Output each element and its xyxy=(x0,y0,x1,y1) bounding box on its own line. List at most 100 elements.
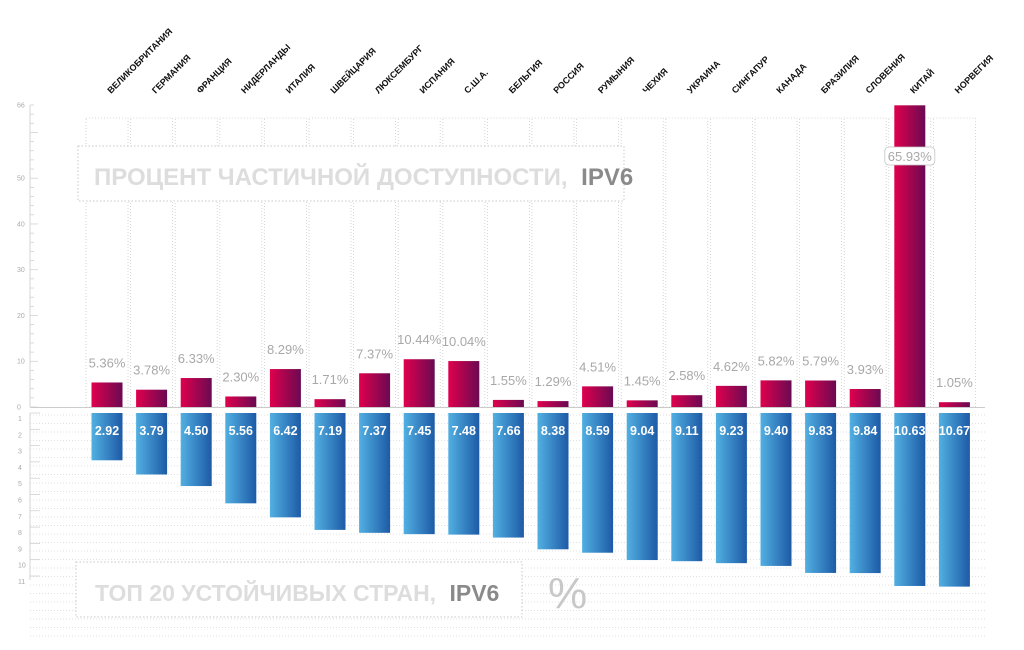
bottom-y-tick-label: 6 xyxy=(18,498,22,505)
bottom-bar-label: 4.50 xyxy=(184,424,208,438)
bottom-bar-label: 9.23 xyxy=(719,424,743,438)
top-bar xyxy=(403,359,435,407)
top-bar-label: 5.36% xyxy=(89,355,126,370)
category-label: ИСПАНИЯ xyxy=(418,56,457,95)
top-bar xyxy=(314,399,346,407)
axis-ticks: 0 10 20 30 40 50 66 1 2 3 4 5 6 7 8 9 10 11 xyxy=(17,103,40,586)
bottom-bar-label: 7.66 xyxy=(496,424,520,438)
category-label: С.Ш.А. xyxy=(462,67,490,95)
top-bar-label: 7.37% xyxy=(356,346,393,361)
top-bar-label: 1.55% xyxy=(490,373,527,388)
bottom-bar-label: 9.84 xyxy=(853,424,877,438)
bottom-bar xyxy=(269,413,301,518)
bottom-y-tick-label: 3 xyxy=(18,449,22,456)
bottom-y-tick-label: 11 xyxy=(18,579,25,586)
top-bar-label: 3.93% xyxy=(847,362,884,377)
percent-sign: % xyxy=(548,569,587,618)
category-label: ИТАЛИЯ xyxy=(284,62,317,95)
top-bar xyxy=(715,385,747,407)
category-label: КИТАЙ xyxy=(907,67,936,96)
bottom-bar xyxy=(582,413,614,553)
category-label: ФРАНЦИЯ xyxy=(195,56,234,95)
svg-text:ТОП 20 УСТОЙЧИВЫХ СТРАН,: ТОП 20 УСТОЙЧИВЫХ СТРАН, IPV6 xyxy=(95,579,499,606)
top-bar-label: 3.78% xyxy=(133,363,170,378)
category-label: БРАЗИЛИЯ xyxy=(819,53,861,95)
top-bar-label: 65.93% xyxy=(888,149,933,164)
top-bar xyxy=(492,399,524,407)
top-bar-label: 2.30% xyxy=(222,369,259,384)
bottom-bar xyxy=(225,413,257,504)
top-y-tick-label: 40 xyxy=(17,221,25,228)
bottom-bar-label: 8.59 xyxy=(585,424,609,438)
bottom-bar xyxy=(448,413,480,535)
bottom-bar-label: 8.38 xyxy=(541,424,565,438)
bottom-bar xyxy=(849,413,881,574)
bottom-bar-label: 10.67 xyxy=(939,424,970,438)
top-bar-label: 8.29% xyxy=(267,342,304,357)
top-bar-label: 1.29% xyxy=(535,374,572,389)
top-bar xyxy=(225,396,257,407)
top-bar xyxy=(938,402,970,407)
bottom-bar xyxy=(938,413,970,587)
top-chart-title-emphasis: IPV6 xyxy=(581,164,633,191)
bottom-bar xyxy=(403,413,435,535)
bottom-bars xyxy=(91,413,970,587)
top-bar xyxy=(136,389,168,407)
category-label: БЕЛЬГИЯ xyxy=(507,58,545,96)
bottom-chart-title-box: ТОП 20 УСТОЙЧИВЫХ СТРАН, IPV6 xyxy=(75,561,523,618)
bottom-bar xyxy=(760,413,792,566)
top-y-tick-label: 20 xyxy=(17,313,25,320)
top-chart-title-box: ПРОЦЕНТ ЧАСТИЧНОЙ ДОСТУПНОСТИ, IPV6 xyxy=(77,145,633,202)
bottom-bar xyxy=(180,413,212,487)
bottom-bar-label: 10.63 xyxy=(894,424,925,438)
bottom-chart-title: ТОП 20 УСТОЙЧИВЫХ СТРАН, xyxy=(95,579,436,606)
bottom-bar xyxy=(894,413,926,586)
bottom-bar-label: 7.19 xyxy=(318,424,342,438)
bottom-bar xyxy=(626,413,658,561)
category-label: СЛОВЕНИЯ xyxy=(864,52,908,96)
top-y-tick-label: 66 xyxy=(17,103,25,110)
top-y-tick-label: 0 xyxy=(17,405,21,412)
top-bar xyxy=(537,401,569,407)
top-bar-label: 5.82% xyxy=(758,353,795,368)
bottom-y-tick-label: 10 xyxy=(18,563,26,570)
category-label: ГЕРМАНИЯ xyxy=(150,53,193,96)
top-y-tick-label: 30 xyxy=(17,267,25,274)
top-bar xyxy=(626,400,658,407)
top-bar-label: 4.62% xyxy=(713,359,750,374)
top-bar-label: 10.44% xyxy=(397,332,442,347)
bottom-y-tick-label: 9 xyxy=(18,546,22,553)
bottom-bar-label: 9.11 xyxy=(675,424,699,438)
category-label: РУМЫНИЯ xyxy=(596,55,636,95)
bottom-y-tick-label: 5 xyxy=(18,481,22,488)
category-label: СИНГАПУР xyxy=(730,54,771,95)
top-bar-label: 1.71% xyxy=(312,372,349,387)
top-bar xyxy=(671,395,703,407)
category-label: УКРАИНА xyxy=(685,58,722,95)
bottom-y-tick-label: 4 xyxy=(18,465,22,472)
bottom-bar-label: 7.48 xyxy=(452,424,476,438)
top-bar-label: 5.79% xyxy=(802,354,839,369)
bottom-bar xyxy=(715,413,747,564)
bottom-bar-label: 9.83 xyxy=(808,424,832,438)
top-bar xyxy=(805,380,837,407)
top-bar xyxy=(582,386,614,407)
category-label: КАНАДА xyxy=(774,61,808,95)
top-bar xyxy=(760,380,792,407)
top-bar-label: 2.58% xyxy=(668,368,705,383)
top-bar-label: 4.51% xyxy=(579,359,616,374)
bottom-chart-title-emphasis: IPV6 xyxy=(449,580,499,606)
top-bar xyxy=(269,369,301,407)
bottom-y-tick-label: 7 xyxy=(18,514,22,521)
bottom-bar-label: 9.40 xyxy=(764,424,788,438)
bottom-bar xyxy=(492,413,524,538)
bottom-bar xyxy=(136,413,168,475)
top-bar xyxy=(448,361,480,407)
top-bar xyxy=(849,389,881,407)
top-bar xyxy=(91,382,123,407)
bottom-bar-label: 5.56 xyxy=(229,424,253,438)
svg-text:ПРОЦЕНТ ЧАСТИЧНОЙ ДОСТУПНОСТИ,: ПРОЦЕНТ ЧАСТИЧНОЙ ДОСТУПНОСТИ, IPV6 xyxy=(94,163,633,191)
bottom-bar xyxy=(805,413,837,573)
top-bar xyxy=(359,373,391,407)
